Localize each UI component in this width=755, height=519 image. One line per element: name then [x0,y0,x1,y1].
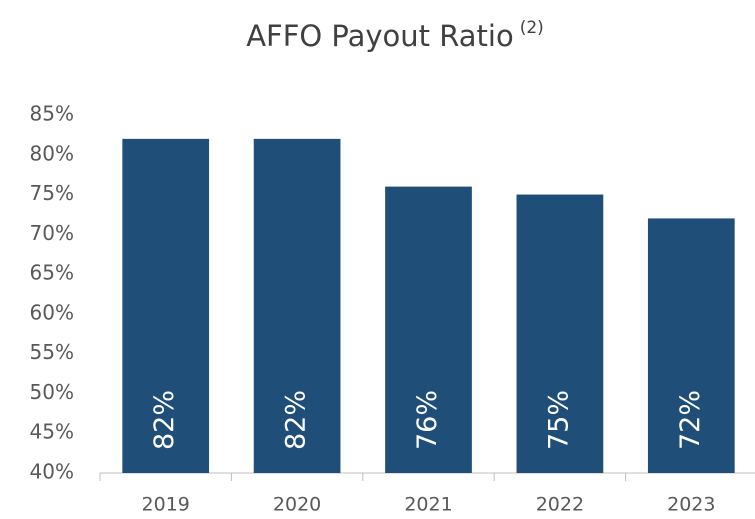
y-tick-label: 75% [30,181,74,205]
value-label: 82% [281,390,312,450]
value-label: 72% [675,390,706,450]
x-tick-label: 2023 [667,494,715,516]
y-tick-label: 65% [30,261,74,285]
value-label: 75% [543,390,574,450]
bar [516,194,604,474]
bar [122,138,210,473]
y-tick-label: 40% [30,460,74,484]
y-tick-label: 50% [30,380,74,404]
bar [385,186,472,473]
y-tick-label: 70% [30,221,74,245]
value-label: 82% [149,390,180,450]
y-tick-label: 85% [30,102,74,126]
x-tick-label: 2020 [273,494,321,516]
bar [253,138,341,473]
y-tick-label: 45% [30,420,74,444]
title-superscript: (2) [520,18,544,38]
y-tick-label: 80% [30,141,74,165]
x-tick-label: 2019 [142,494,190,516]
chart-title: AFFO Payout Ratio (2) [246,18,544,53]
y-tick-label: 55% [30,340,74,364]
x-tick-label: 2021 [404,494,452,516]
bar [647,218,735,473]
title-text: AFFO Payout Ratio [246,19,514,53]
value-label: 76% [412,390,443,450]
y-tick-label: 60% [30,300,74,324]
x-tick-label: 2022 [536,494,584,516]
